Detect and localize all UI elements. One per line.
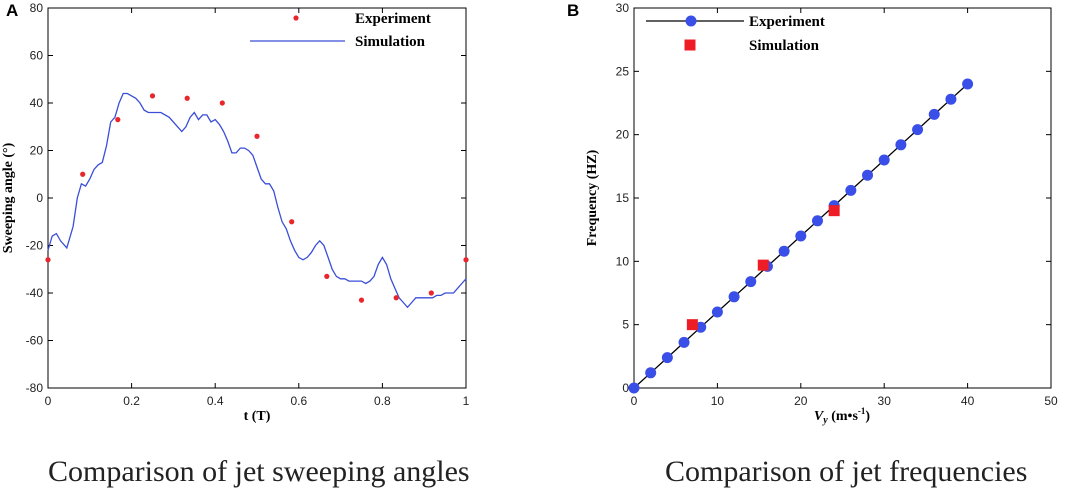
y-tick-label: -20 <box>26 239 44 253</box>
x-tick-label: 0.8 <box>374 394 391 408</box>
experiment-point <box>393 295 399 301</box>
panel-a-letter: A <box>6 1 18 20</box>
simulation-point <box>686 319 698 331</box>
experiment-point <box>778 245 790 257</box>
experiment-point <box>678 336 690 348</box>
panel-a-y-axis-label: Sweeping angle (°) <box>1 142 16 253</box>
experiment-point <box>728 291 740 303</box>
y-tick-label: -60 <box>26 334 44 348</box>
experiment-point <box>254 133 260 139</box>
y-tick-label: 5 <box>622 318 629 332</box>
x-tick-label: 0 <box>45 394 52 408</box>
experiment-point <box>45 257 51 263</box>
experiment-point <box>661 352 673 364</box>
experiment-point <box>928 108 940 120</box>
experiment-point <box>795 230 807 242</box>
panel-b-legend-simulation-marker <box>684 39 696 51</box>
y-tick-label: 30 <box>616 1 630 15</box>
panel-a-legend: Experiment Simulation <box>250 11 431 50</box>
experiment-point <box>845 184 857 196</box>
x-tick-label: 20 <box>794 394 808 408</box>
experiment-point <box>945 93 957 105</box>
experiment-point <box>628 382 640 394</box>
simulation-point <box>757 259 769 271</box>
experiment-point <box>115 117 121 123</box>
x-tick-label: 0.6 <box>290 394 307 408</box>
panel-a-legend-experiment-label: Experiment <box>355 11 431 27</box>
x-tick-label: 50 <box>1044 394 1058 408</box>
experiment-point <box>895 139 907 151</box>
x-tick-label: 30 <box>878 394 892 408</box>
experiment-point <box>745 276 757 288</box>
y-tick-label: -80 <box>26 381 44 395</box>
panel-a-legend-simulation-label: Simulation <box>355 34 426 50</box>
experiment-point <box>645 367 657 379</box>
y-tick-label: -40 <box>26 286 44 300</box>
experiment-point <box>80 171 86 177</box>
experiment-point <box>811 215 823 227</box>
x-tick-label: 0.4 <box>207 394 224 408</box>
y-tick-label: 25 <box>616 64 630 78</box>
y-tick-label: 20 <box>616 128 630 142</box>
panel-a-simulation-line <box>47 92 467 309</box>
experiment-point <box>324 273 330 279</box>
panel-b-chart: B 0 5 10 15 20 25 30 0 10 20 30 40 50 Frequency (HZ… <box>567 1 1058 426</box>
panel-a-legend-experiment-marker <box>293 15 299 21</box>
experiment-point <box>463 257 469 263</box>
panel-b-legend-experiment-marker <box>685 15 697 27</box>
experiment-point <box>862 169 874 181</box>
panel-b-x-axis-label-exp: -1 <box>858 406 866 416</box>
panel-b-x-axis-label-sub: y <box>822 415 828 426</box>
panel-a-caption: Comparison of jet sweeping angles <box>48 455 470 488</box>
panel-a-x-axis-label: t (T) <box>244 409 271 424</box>
experiment-point <box>149 93 156 99</box>
panel-b-x-axis-label-close: ) <box>865 409 870 424</box>
x-tick-label: 0.2 <box>123 394 140 408</box>
x-tick-label: 40 <box>961 394 975 408</box>
panel-b-x-axis-label-unit: (m•s <box>828 409 859 424</box>
x-tick-label: 0 <box>631 394 638 408</box>
panel-b-y-axis-label: Frequency (HZ) <box>585 149 600 246</box>
y-tick-label: 0 <box>36 191 43 205</box>
experiment-point <box>289 219 295 225</box>
panel-b-legend-simulation-label: Simulation <box>749 38 820 54</box>
experiment-point <box>878 154 890 166</box>
panel-b-x-axis-label-main: V <box>814 409 825 424</box>
y-tick-label: 0 <box>622 381 629 395</box>
experiment-point <box>428 290 434 296</box>
y-tick-label: 80 <box>30 1 44 15</box>
y-tick-label: 60 <box>30 49 44 63</box>
panel-a-chart: A -80 -60 -40 -20 0 20 40 60 80 0 0.2 0.4 0.6 0.8 1 S… <box>1 1 470 424</box>
panel-b-letter: B <box>567 1 579 20</box>
panel-a-plot-frame <box>47 7 467 389</box>
experiment-point <box>219 100 225 106</box>
experiment-point <box>711 306 723 318</box>
experiment-point <box>962 78 974 90</box>
y-tick-label: 15 <box>616 191 630 205</box>
experiment-point <box>184 95 190 101</box>
panel-b-legend-experiment-label: Experiment <box>749 14 825 30</box>
panel-b-caption: Comparison of jet frequencies <box>665 455 1028 488</box>
simulation-point <box>828 205 840 217</box>
y-tick-label: 20 <box>30 144 44 158</box>
y-tick-label: 40 <box>30 96 44 110</box>
y-tick-label: 10 <box>616 254 630 268</box>
experiment-point <box>358 297 365 303</box>
panel-b-x-axis-label: Vy (m•s-1) <box>814 406 870 426</box>
panel-b-legend: Experiment Simulation <box>646 14 825 54</box>
experiment-point <box>912 124 924 136</box>
x-tick-label: 1 <box>463 394 470 408</box>
x-tick-label: 10 <box>711 394 725 408</box>
experiment-point <box>695 321 707 333</box>
